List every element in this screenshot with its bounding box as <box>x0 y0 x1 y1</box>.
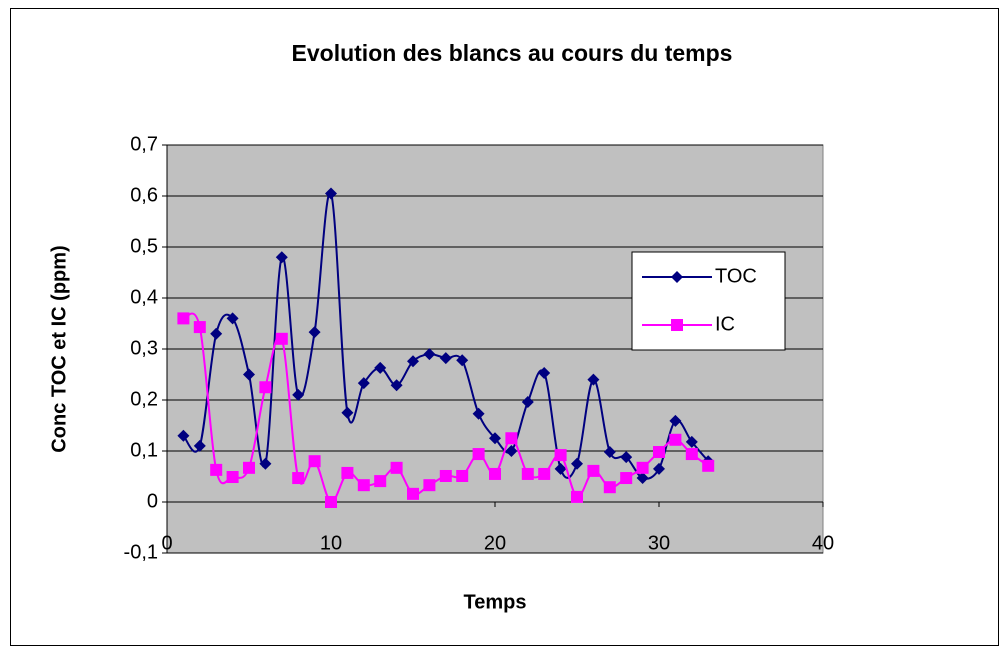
y-tick-label: 0 <box>147 490 158 512</box>
marker <box>259 457 272 470</box>
marker <box>308 455 321 468</box>
marker <box>357 479 370 492</box>
marker <box>341 466 354 479</box>
marker <box>423 348 436 361</box>
marker <box>554 449 567 462</box>
marker <box>456 469 469 482</box>
marker <box>390 461 403 474</box>
marker <box>193 439 206 452</box>
marker <box>374 475 387 488</box>
marker <box>472 448 485 461</box>
marker <box>177 312 190 325</box>
marker <box>210 463 223 476</box>
marker <box>243 368 255 381</box>
x-tick-label: 0 <box>161 532 172 554</box>
marker <box>620 472 633 485</box>
marker <box>407 487 419 500</box>
marker <box>505 445 518 457</box>
y-tick-label: 0,1 <box>130 439 158 461</box>
marker <box>620 451 633 464</box>
x-tick-label: 30 <box>648 532 670 554</box>
marker <box>554 462 567 475</box>
marker <box>571 490 583 503</box>
y-tick-label: -0,1 <box>124 541 158 563</box>
y-tick-label: 0,7 <box>130 133 158 155</box>
y-axis-title: Conc TOC et IC (ppm) <box>48 245 70 452</box>
chart-title: Evolution des blancs au cours du temps <box>292 40 733 66</box>
marker <box>390 379 403 392</box>
x-tick-label: 10 <box>320 532 342 554</box>
marker <box>325 187 337 200</box>
marker <box>538 467 551 480</box>
marker <box>374 361 387 374</box>
legend-label: IC <box>715 313 735 335</box>
marker <box>571 457 583 470</box>
y-tick-label: 0,3 <box>130 337 158 359</box>
legend-marker <box>671 319 683 331</box>
marker <box>292 388 305 401</box>
marker <box>669 433 682 446</box>
marker <box>423 479 436 492</box>
marker <box>357 377 370 390</box>
marker <box>505 432 518 445</box>
marker <box>489 467 501 480</box>
marker <box>653 462 665 475</box>
marker <box>292 472 305 485</box>
y-tick-label: 0,5 <box>130 235 158 257</box>
x-axis-title: Temps <box>464 591 527 613</box>
marker <box>243 461 255 474</box>
marker <box>325 496 337 508</box>
marker <box>341 406 354 419</box>
marker <box>587 373 600 386</box>
marker <box>685 448 698 461</box>
y-tick-label: 0,2 <box>130 388 158 410</box>
y-tick-label: 0,4 <box>130 286 158 308</box>
marker <box>669 414 682 427</box>
marker <box>702 459 715 472</box>
marker <box>636 472 649 485</box>
marker <box>177 429 190 442</box>
marker <box>587 464 600 477</box>
marker <box>538 366 551 379</box>
marker <box>521 467 534 480</box>
marker <box>193 321 206 334</box>
marker <box>275 332 288 345</box>
marker <box>259 381 272 394</box>
marker <box>226 471 239 484</box>
marker <box>210 327 223 340</box>
marker <box>685 435 698 448</box>
marker <box>636 461 649 474</box>
marker <box>456 354 469 367</box>
marker <box>521 396 534 409</box>
marker <box>489 432 501 445</box>
legend-label: TOC <box>715 265 757 287</box>
marker <box>407 355 419 368</box>
marker <box>439 469 452 482</box>
y-tick-label: 0,6 <box>130 184 158 206</box>
legend-marker <box>671 271 683 283</box>
marker <box>472 407 485 420</box>
legend <box>631 251 786 351</box>
marker <box>226 312 239 325</box>
marker <box>439 352 452 365</box>
marker <box>603 481 616 494</box>
x-tick-label: 20 <box>484 532 506 554</box>
marker <box>275 251 288 264</box>
marker <box>603 446 616 459</box>
marker <box>308 326 321 339</box>
x-tick-label: 40 <box>812 532 834 554</box>
marker <box>653 446 665 459</box>
